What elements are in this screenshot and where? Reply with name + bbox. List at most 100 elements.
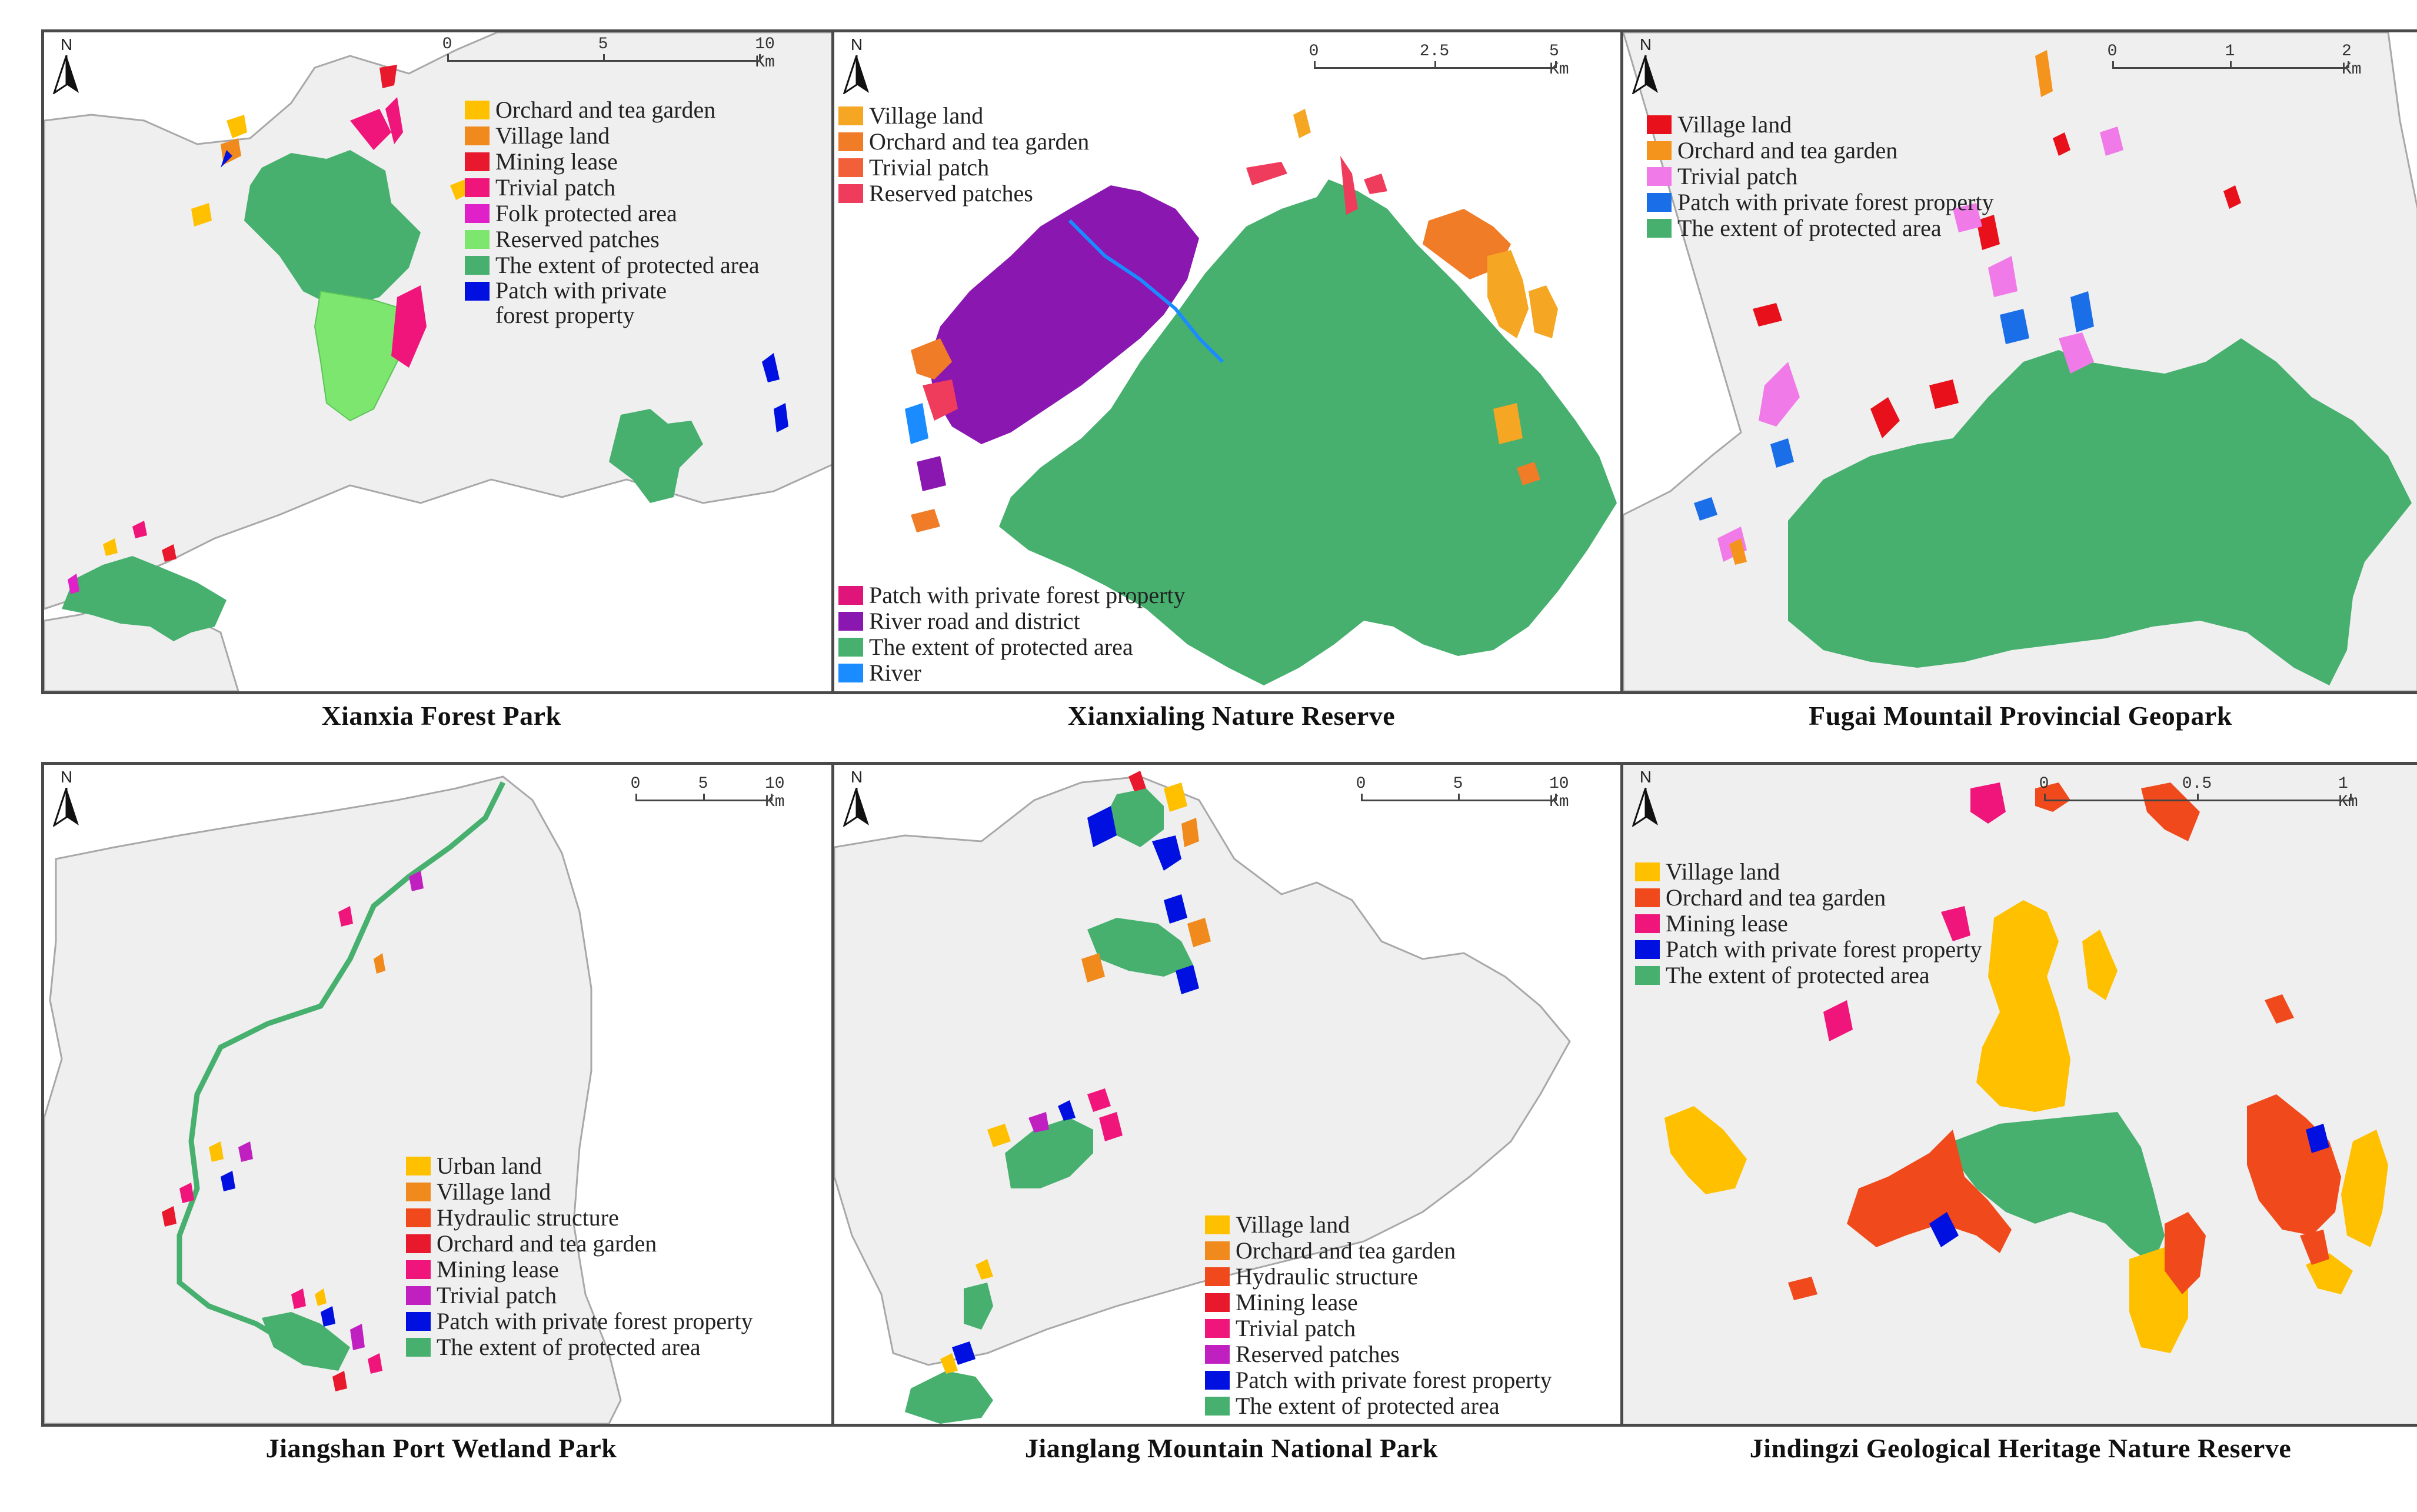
legend-swatch	[1205, 1215, 1230, 1234]
wetland-river	[177, 781, 506, 1361]
legend-swatch	[1635, 940, 1660, 959]
scale-label: 10 Km	[765, 775, 785, 811]
patch	[1929, 379, 1959, 409]
patch	[911, 338, 952, 379]
patch	[1770, 438, 1794, 468]
legend-item: Village land	[1205, 1212, 1552, 1238]
map-caption: Jiangshan Port Wetland Park	[265, 1433, 617, 1463]
patch	[1976, 215, 2000, 250]
land-area	[44, 775, 622, 1424]
patch	[1164, 782, 1187, 812]
legend-item: Hydraulic structure	[406, 1205, 753, 1231]
patch	[1181, 818, 1199, 847]
map-legend: Urban land Village land Hydraulic struct…	[406, 1153, 753, 1360]
legend-label: Patch with private forest property	[1677, 189, 1994, 215]
legend-label: Orchard and tea garden	[1236, 1237, 1456, 1264]
patch	[1487, 250, 1529, 338]
patch	[1493, 403, 1523, 444]
patch	[379, 65, 397, 88]
legend-swatch	[838, 158, 863, 177]
legend-item: The extent of protected area	[1205, 1393, 1552, 1419]
scale-label: 10 Km	[755, 35, 775, 72]
legend-label: The extent of protected area	[1677, 215, 1942, 241]
legend-item: The extent of protected area	[1647, 215, 1994, 241]
legend-item: Hydraulic structure	[1205, 1264, 1552, 1290]
legend-item: River road and district	[838, 608, 1186, 634]
legend-item: Orchard and tea garden	[1205, 1238, 1552, 1264]
patch	[2070, 291, 2094, 332]
patch	[2265, 994, 2294, 1024]
north-arrow: N	[1625, 768, 1666, 832]
patch	[162, 1206, 177, 1227]
scale-bar: 0 5 10 Km	[442, 35, 777, 72]
scale-bar: 0 2.5 5 Km	[1309, 42, 1584, 79]
patch	[987, 1124, 1011, 1147]
patch	[1087, 1088, 1111, 1112]
patch	[2053, 132, 2070, 156]
legend-label: Orchard and tea garden	[495, 96, 716, 123]
legend-label: The extent of protected area	[1666, 962, 1930, 988]
legend-item: Orchard and tea garden	[406, 1231, 753, 1257]
patch	[2100, 126, 2123, 156]
map-canvas	[44, 32, 838, 691]
protected-area-patch	[1953, 1112, 2165, 1265]
legend-swatch	[406, 1183, 431, 1201]
legend-item: Patch with private forest property	[465, 278, 760, 330]
patch	[2035, 50, 2053, 97]
legend-label: Patch with private forest property	[495, 277, 667, 328]
legend-swatch	[838, 638, 863, 657]
legend-label: Patch with private forest property	[1666, 936, 1982, 963]
scale-label: 2.5	[1419, 42, 1450, 61]
legend-label: Hydraulic structure	[437, 1204, 619, 1231]
legend-swatch	[1647, 141, 1672, 160]
patch	[774, 403, 788, 432]
scale-label: 0	[1309, 42, 1319, 61]
scale-label: 5	[1453, 775, 1463, 793]
patch	[976, 1259, 993, 1280]
legend-label: Orchard and tea garden	[869, 128, 1090, 155]
legend-item: Patch with private forest property	[1647, 189, 1994, 215]
legend-swatch	[406, 1157, 431, 1175]
map-canvas	[1623, 32, 2417, 691]
patch	[2306, 1253, 2353, 1294]
patch	[911, 509, 940, 532]
patch	[1128, 771, 1146, 791]
patch	[1293, 109, 1311, 138]
map-caption: Fugai Mountail Provincial Geopark	[1809, 701, 2232, 731]
land-use-patches	[1694, 50, 2241, 565]
protected-area-patch	[262, 1312, 350, 1371]
patch	[374, 953, 385, 974]
map-canvas	[905, 109, 1617, 685]
north-arrow: N	[46, 768, 87, 832]
legend-swatch	[838, 664, 863, 682]
patch	[2141, 782, 2200, 841]
scale-label: 1	[2225, 42, 2235, 61]
legend-label: Mining lease	[495, 148, 618, 175]
map-legend: Village land Orchard and tea garden Mini…	[1635, 859, 1982, 988]
patch	[238, 1141, 253, 1162]
scale-label: 5 Km	[1549, 42, 1569, 79]
legend-label: Patch with private forest property	[437, 1308, 753, 1334]
legend-item: Trivial patch	[838, 155, 1089, 181]
legend-swatch	[1635, 862, 1660, 881]
map-legend: Orchard and tea garden Village land Mini…	[465, 97, 760, 330]
patch	[1099, 1112, 1123, 1141]
legend-label: Village land	[437, 1178, 551, 1205]
legend-label: The extent of protected area	[869, 634, 1133, 660]
patch	[940, 1353, 958, 1374]
patch	[1941, 906, 1970, 941]
patch	[1246, 162, 1287, 185]
protected-area-patch	[62, 556, 227, 641]
legend-item: Orchard and tea garden	[838, 129, 1089, 155]
legend-item: Village land	[465, 123, 760, 149]
patch	[1152, 835, 1181, 871]
patch	[315, 1288, 327, 1306]
legend-item: Orchard and tea garden	[465, 97, 760, 123]
legend-swatch	[465, 204, 490, 223]
legend-item: Folk protected area	[465, 201, 760, 227]
patch	[923, 379, 958, 421]
patch	[1694, 497, 1717, 521]
map-canvas	[44, 775, 622, 1424]
patch	[2082, 930, 2118, 1000]
legend-label: Orchard and tea garden	[437, 1230, 657, 1257]
